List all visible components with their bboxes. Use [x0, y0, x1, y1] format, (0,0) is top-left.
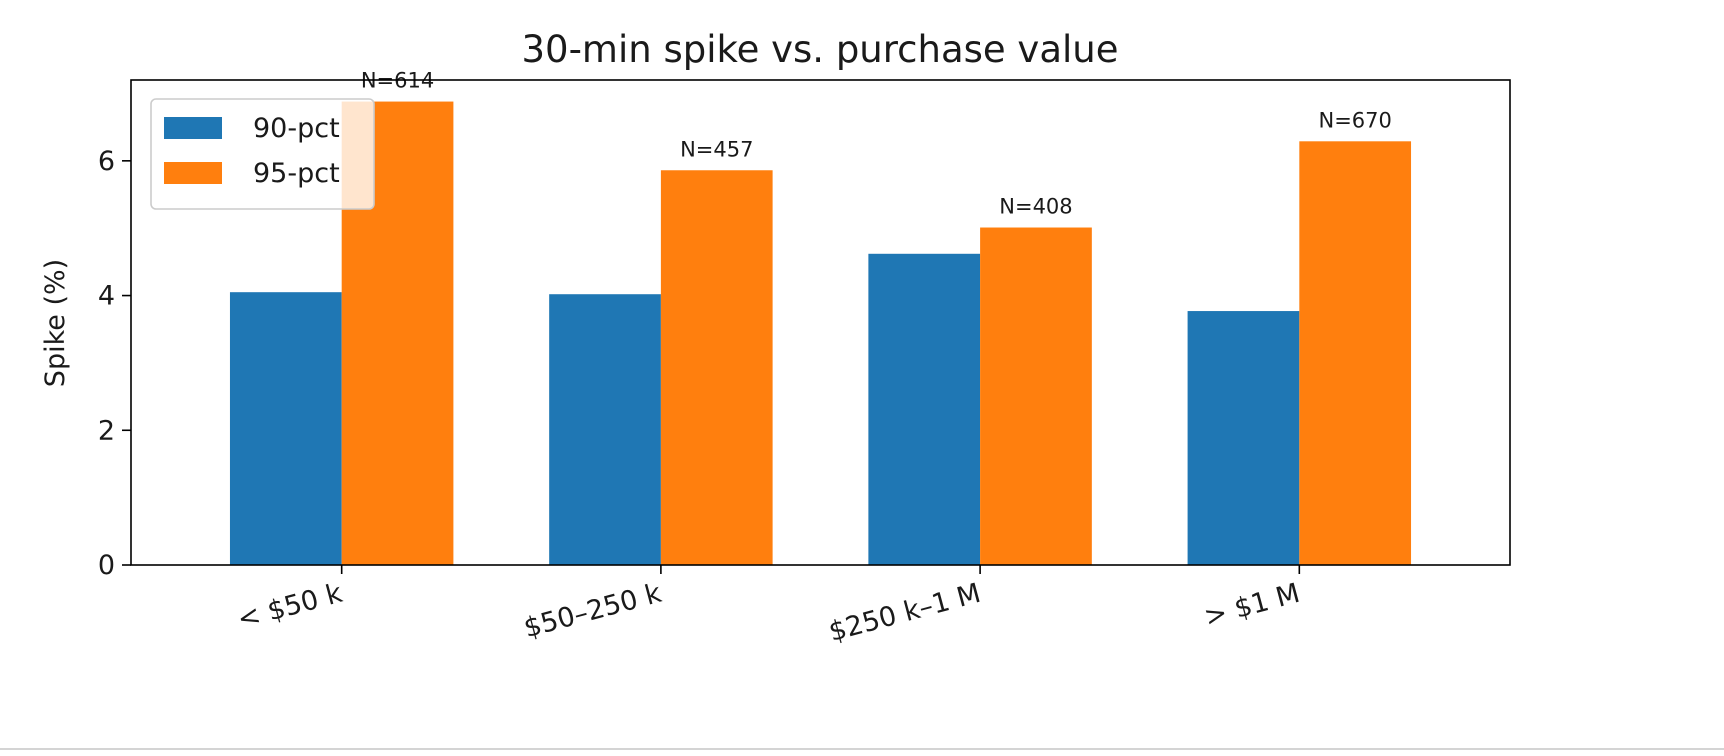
sample-size-label: N=457 [680, 137, 753, 161]
legend-label: 95-pct [253, 158, 340, 189]
legend-swatch [164, 117, 222, 139]
bar-90-pct-1 [229, 292, 342, 565]
bar-90-pct-3 [868, 253, 981, 566]
y-tick-label: 2 [98, 415, 115, 446]
legend-label: 90-pct [253, 113, 340, 144]
legend: 90-pct 95-pct [150, 98, 375, 210]
plot-frame [130, 79, 1511, 566]
bar-95-pct-2 [660, 170, 773, 565]
sample-size-label: N=408 [999, 195, 1072, 219]
chart-title: 30-min spike vs. purchase value [521, 28, 1118, 71]
bar-90-pct-4 [1187, 311, 1300, 565]
y-axis-label: Spike (%) [40, 259, 71, 387]
bar-90-pct-2 [549, 294, 661, 565]
bar-95-pct-3 [980, 227, 1092, 565]
legend-swatch [164, 162, 222, 184]
sample-size-label: N=670 [1318, 108, 1391, 132]
y-tick-label: 4 [98, 281, 115, 312]
y-tick-label: 6 [98, 146, 115, 177]
bar-95-pct-4 [1299, 141, 1412, 566]
bottom-divider [0, 748, 1724, 750]
y-tick-label: 0 [98, 550, 115, 581]
